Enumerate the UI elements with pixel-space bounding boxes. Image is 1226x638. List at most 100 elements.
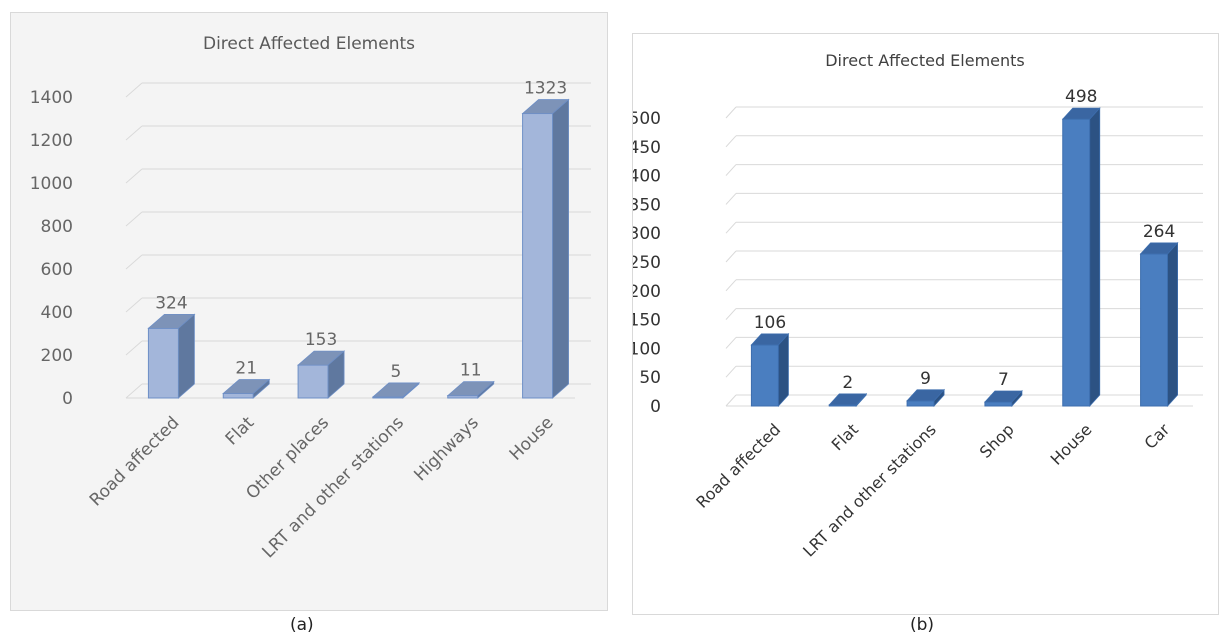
- gridline-diagonal: [725, 279, 737, 292]
- y-tick-label: 400: [633, 167, 661, 187]
- bar-front: [984, 401, 1013, 407]
- bar-side: [477, 380, 495, 399]
- gridline-diagonal: [725, 308, 737, 320]
- bar: [297, 350, 346, 399]
- gridline-diagonal: [725, 337, 737, 349]
- bar-side: [178, 313, 195, 399]
- bar: [147, 313, 196, 399]
- chart-title: Direct Affected Elements: [203, 34, 415, 54]
- x-category-label: Road affected: [692, 420, 784, 512]
- x-category-label: Highways: [410, 413, 482, 485]
- bar: [521, 98, 570, 399]
- y-tick-label: 1200: [30, 131, 73, 151]
- bar-front: [147, 327, 179, 399]
- bar-side: [1011, 389, 1023, 408]
- chart-title: Direct Affected Elements: [825, 51, 1025, 70]
- bar-front: [297, 364, 329, 399]
- y-tick-label: 350: [633, 195, 661, 215]
- bar-front: [906, 400, 935, 407]
- bar: [446, 380, 495, 399]
- x-category-label: LRT and other stations: [799, 420, 940, 561]
- bar-front: [1062, 118, 1091, 407]
- gridline-diagonal: [125, 297, 143, 313]
- bar-side: [1089, 107, 1101, 408]
- x-category-label: House: [1047, 420, 1096, 469]
- x-category-label: Flat: [222, 413, 259, 450]
- data-label: 498: [1065, 87, 1097, 107]
- gridline-diagonal: [125, 254, 143, 270]
- bar: [750, 332, 790, 408]
- gridline-diagonal: [725, 164, 737, 176]
- gridline-diagonal: [725, 365, 737, 378]
- bar: [1061, 107, 1101, 408]
- bar: [984, 389, 1023, 408]
- x-category-label: Flat: [828, 420, 862, 454]
- chart-a-svg: Direct Affected Elements 0 200 400 600 800 100…: [30, 34, 591, 562]
- y-tick-label: 300: [633, 224, 661, 244]
- gridline-diagonal: [725, 250, 737, 263]
- y-tick-label: 150: [633, 311, 661, 331]
- data-label: 324: [155, 293, 187, 313]
- y-tick-label: 400: [41, 303, 73, 323]
- gridline-diagonal: [725, 394, 737, 407]
- gridline-diagonal: [125, 168, 143, 184]
- bar-side: [327, 350, 345, 399]
- chart-panel-b: Direct Affected Elements 0 50 100 150 200 250 3…: [632, 33, 1219, 615]
- y-tick-label: 1000: [30, 174, 73, 194]
- bar-side: [402, 382, 420, 399]
- data-label: 106: [754, 313, 786, 333]
- bar-side: [855, 392, 867, 408]
- data-label: 21: [235, 358, 257, 378]
- gridline-diagonal: [125, 211, 143, 227]
- bar-front: [222, 392, 254, 399]
- data-label: 2: [842, 373, 853, 393]
- data-label: 11: [460, 361, 482, 381]
- y-tick-label: 450: [633, 138, 661, 158]
- y-tick-label: 100: [633, 339, 661, 359]
- x-category-label: Road affected: [86, 413, 184, 511]
- chart-panel-a: Direct Affected Elements 0 200 400 600 800 100…: [10, 12, 608, 611]
- x-category-label: Shop: [976, 420, 1018, 462]
- data-label: 5: [391, 362, 402, 382]
- bar: [222, 378, 271, 399]
- data-label: 9: [920, 369, 931, 389]
- bar-front: [750, 344, 779, 407]
- y-tick-label: 50: [639, 368, 661, 388]
- bar-side: [552, 98, 569, 399]
- y-tick-label: 500: [633, 109, 661, 129]
- bar: [1139, 241, 1179, 408]
- bar-side: [252, 378, 270, 399]
- bar: [828, 392, 868, 408]
- data-label: 7: [998, 370, 1009, 390]
- data-label: 264: [1143, 222, 1175, 242]
- bar-front: [1140, 253, 1169, 407]
- gridline-diagonal: [725, 193, 737, 205]
- y-tick-label: 1400: [30, 88, 73, 108]
- y-tick-label: 200: [633, 282, 661, 302]
- bar-side: [1167, 241, 1178, 408]
- y-tick-label: 250: [633, 253, 661, 273]
- gridline-diagonal: [125, 82, 143, 98]
- gridline-diagonal: [125, 125, 143, 141]
- bar: [906, 388, 945, 408]
- gridline-diagonal: [125, 340, 143, 356]
- data-label: 153: [305, 330, 337, 350]
- caption-a: (a): [290, 615, 314, 635]
- caption-b: (b): [910, 615, 935, 635]
- x-category-label: House: [506, 413, 558, 465]
- gridline-diagonal: [125, 383, 143, 399]
- y-tick-label: 200: [41, 346, 73, 366]
- gridline-diagonal: [725, 135, 737, 148]
- gridline-diagonal: [725, 221, 737, 234]
- bar-front: [522, 113, 554, 399]
- x-category-label: Car: [1140, 420, 1173, 453]
- y-tick-label: 0: [62, 389, 73, 409]
- data-label: 1323: [524, 79, 567, 99]
- gridline-diagonal: [725, 106, 737, 119]
- bar-side: [933, 388, 945, 408]
- chart-b-svg: Direct Affected Elements 0 50 100 150 200 250 3…: [633, 51, 1203, 561]
- y-tick-label: 800: [41, 217, 73, 237]
- x-category-label: LRT and other stations: [259, 413, 408, 562]
- bar: [371, 382, 420, 399]
- bar-side: [778, 332, 789, 408]
